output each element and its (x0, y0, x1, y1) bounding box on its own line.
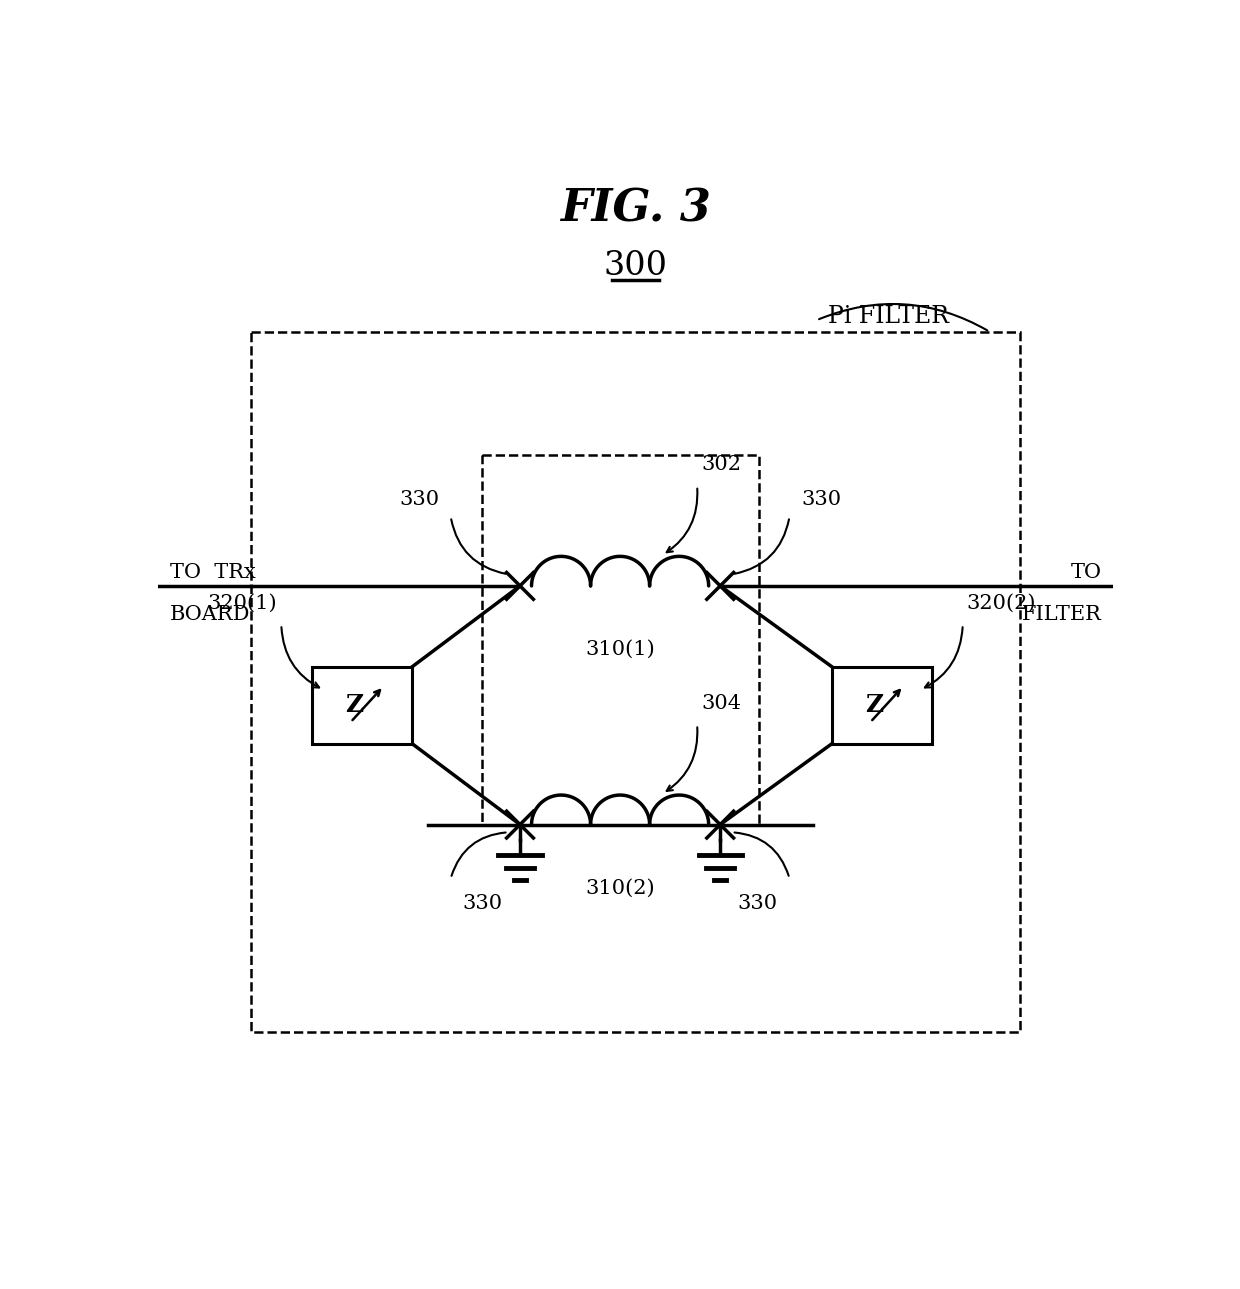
Bar (250, 331, 1021, 1032)
Text: 320(1): 320(1) (208, 594, 278, 612)
Text: Z: Z (346, 693, 363, 717)
Text: 302: 302 (701, 455, 742, 474)
Text: 320(2): 320(2) (967, 594, 1037, 612)
Text: FILTER: FILTER (1022, 605, 1101, 624)
Text: 310(1): 310(1) (585, 639, 655, 659)
Text: 330: 330 (399, 490, 439, 509)
Bar (481, 455, 759, 825)
Text: BOARD: BOARD (170, 605, 250, 624)
Text: Z: Z (866, 693, 883, 717)
Text: 304: 304 (701, 693, 742, 713)
Text: 330: 330 (463, 893, 502, 913)
Bar (312, 666, 412, 744)
Text: 330: 330 (738, 893, 777, 913)
Text: TO  TRx: TO TRx (170, 563, 255, 583)
Text: TO: TO (1070, 563, 1101, 583)
Text: 330: 330 (801, 490, 841, 509)
Text: 310(2): 310(2) (585, 879, 655, 897)
Text: 300: 300 (604, 250, 667, 282)
Text: Pi FILTER: Pi FILTER (828, 305, 949, 327)
Text: FIG. 3: FIG. 3 (560, 187, 711, 229)
Bar (832, 666, 932, 744)
